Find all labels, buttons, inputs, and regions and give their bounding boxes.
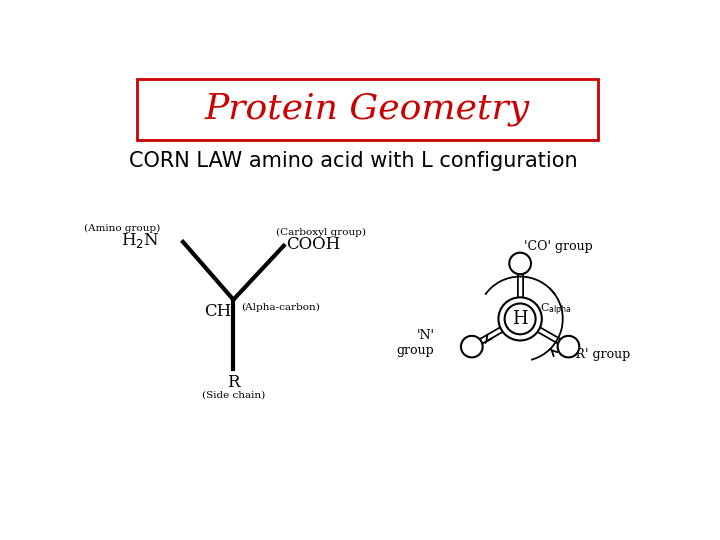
Text: (Amino group): (Amino group)	[84, 224, 160, 233]
Circle shape	[557, 336, 580, 357]
Text: (Carboxyl group): (Carboxyl group)	[276, 228, 366, 237]
Text: R: R	[227, 374, 240, 392]
FancyBboxPatch shape	[137, 79, 598, 140]
Text: 'N'
group: 'N' group	[397, 329, 435, 357]
Text: (Side chain): (Side chain)	[202, 390, 265, 400]
Text: H$_2$N: H$_2$N	[121, 231, 160, 250]
Circle shape	[498, 298, 542, 340]
Text: CH: CH	[204, 303, 232, 321]
Text: H: H	[513, 310, 528, 328]
Text: COOH: COOH	[286, 235, 341, 253]
Text: CORN LAW amino acid with L configuration: CORN LAW amino acid with L configuration	[129, 151, 577, 171]
Circle shape	[509, 253, 531, 274]
Text: 'CO' group: 'CO' group	[524, 240, 593, 253]
Text: (Alpha-carbon): (Alpha-carbon)	[241, 303, 320, 312]
Text: C$_{\sf alpha}$: C$_{\sf alpha}$	[540, 301, 572, 318]
Text: 'R' group: 'R' group	[572, 348, 631, 361]
Circle shape	[505, 303, 536, 334]
Circle shape	[461, 336, 482, 357]
Text: Protein Geometry: Protein Geometry	[204, 92, 529, 126]
